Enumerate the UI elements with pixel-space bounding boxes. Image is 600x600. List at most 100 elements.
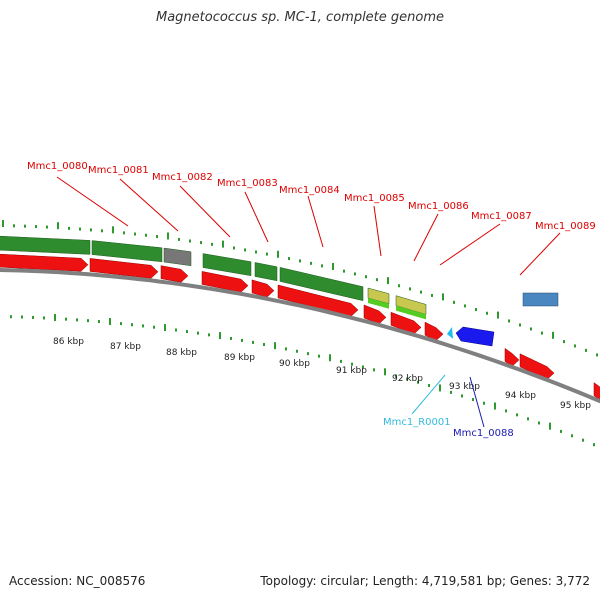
scale-label: 91 kbp — [336, 366, 367, 376]
scale-label: 95 kbp — [560, 401, 591, 411]
outer-tick — [387, 277, 389, 285]
outer-tick — [24, 224, 26, 228]
outer-tick — [530, 327, 532, 331]
inner-tick — [571, 434, 573, 438]
outer-tick — [310, 261, 312, 265]
outer-tick — [112, 226, 114, 234]
inner-tick — [131, 323, 133, 327]
inner-tick — [384, 368, 386, 376]
gene-label: Mmc1_0083 — [217, 178, 278, 189]
inner-tick — [417, 380, 419, 384]
feature-block — [0, 235, 91, 255]
label-connector — [373, 205, 382, 257]
reverse-cds-blue-arrow — [455, 326, 495, 347]
inner-tick — [10, 315, 12, 319]
outer-tick — [497, 311, 499, 319]
gene-labels: Mmc1_0080 Mmc1_0081Mmc1_0082Mmc1_0083Mmc1… — [27, 161, 596, 439]
inner-tick — [593, 443, 595, 447]
inner-tick — [76, 318, 78, 322]
feature-block — [91, 240, 163, 263]
label-connector — [56, 176, 129, 227]
inner-tick — [164, 324, 166, 332]
outer-tick — [200, 241, 202, 245]
inner-tick — [252, 340, 254, 344]
label-connector — [469, 376, 485, 428]
inner-tick — [65, 317, 67, 321]
forward-cds-arrow — [593, 382, 600, 401]
outer-tick — [35, 225, 37, 229]
outer-tick — [541, 331, 543, 335]
inner-tick — [582, 438, 584, 442]
scale-label: 92 kbp — [392, 374, 423, 384]
inner-tick — [186, 330, 188, 334]
outer-tick — [57, 222, 59, 230]
gene-label: Mmc1_0088 — [453, 428, 514, 439]
inner-tick — [43, 316, 45, 320]
outer-tick — [420, 290, 422, 294]
genome-backbone — [0, 267, 600, 404]
scale-label: 86 kbp — [53, 337, 84, 347]
inner-tick — [538, 421, 540, 425]
inner-tick — [395, 374, 397, 378]
inner-tick — [362, 365, 364, 369]
inner-tick — [494, 402, 496, 410]
gene-label: Mmc1_0089 — [535, 221, 596, 232]
gene-label: Mmc1_0084 — [279, 185, 340, 196]
label-connector — [244, 191, 269, 243]
inner-tick — [98, 320, 100, 324]
inner-tick — [318, 354, 320, 358]
outer-tick — [442, 293, 444, 301]
outer-tick — [343, 269, 345, 273]
inner-tick — [109, 318, 111, 326]
outer-tick — [145, 233, 147, 237]
feature-block — [279, 267, 364, 302]
inner-tick — [351, 362, 353, 366]
inner-tick — [340, 359, 342, 363]
forward-cds-arrow — [363, 304, 387, 325]
map-title: Magnetococcus sp. MC-1, complete genome — [155, 10, 445, 25]
inner-tick — [219, 332, 221, 340]
outer-tick — [354, 272, 356, 276]
outer-tick — [508, 319, 510, 323]
inner-tick — [406, 377, 408, 381]
label-connector — [439, 223, 501, 266]
inner-tick — [549, 422, 551, 430]
outer-tick — [277, 250, 279, 258]
scale-label: 90 kbp — [279, 359, 310, 369]
feature-block — [163, 247, 192, 267]
inner-tick — [461, 394, 463, 398]
reverse-strand-track — [0, 235, 427, 320]
outer-tick — [475, 308, 477, 312]
inner-tick — [450, 390, 452, 394]
forward-cds-arrow — [201, 271, 249, 293]
inner-tick — [329, 354, 331, 362]
inner-tick — [505, 409, 507, 413]
genome-summary-text: Topology: circular; Length: 4,719,581 bp… — [260, 574, 590, 588]
outer-tick — [464, 304, 466, 308]
outer-tick — [332, 262, 334, 270]
inner-tick — [197, 331, 199, 335]
rna-marker — [447, 327, 453, 339]
label-connector — [119, 178, 179, 232]
scale-label: 88 kbp — [166, 348, 197, 358]
forward-cds-arrow — [251, 279, 275, 298]
outer-tick — [596, 353, 598, 357]
outer-tick — [255, 250, 257, 254]
label-connector — [179, 185, 231, 238]
feature-block-stripe — [396, 305, 426, 320]
label-connector — [519, 232, 561, 276]
outer-tick — [13, 224, 15, 228]
inner-tick-track — [10, 313, 595, 447]
accession-text: Accession: NC_008576 — [9, 574, 146, 588]
inner-tick — [560, 429, 562, 433]
outer-tick — [453, 300, 455, 304]
scale-label: 89 kbp — [224, 353, 255, 363]
outer-tick — [563, 340, 565, 344]
outer-tick — [90, 228, 92, 232]
outer-tick — [46, 225, 48, 229]
inner-tick — [87, 319, 89, 323]
inner-tick — [516, 413, 518, 417]
label-connector — [413, 213, 439, 262]
outer-tick — [376, 278, 378, 282]
